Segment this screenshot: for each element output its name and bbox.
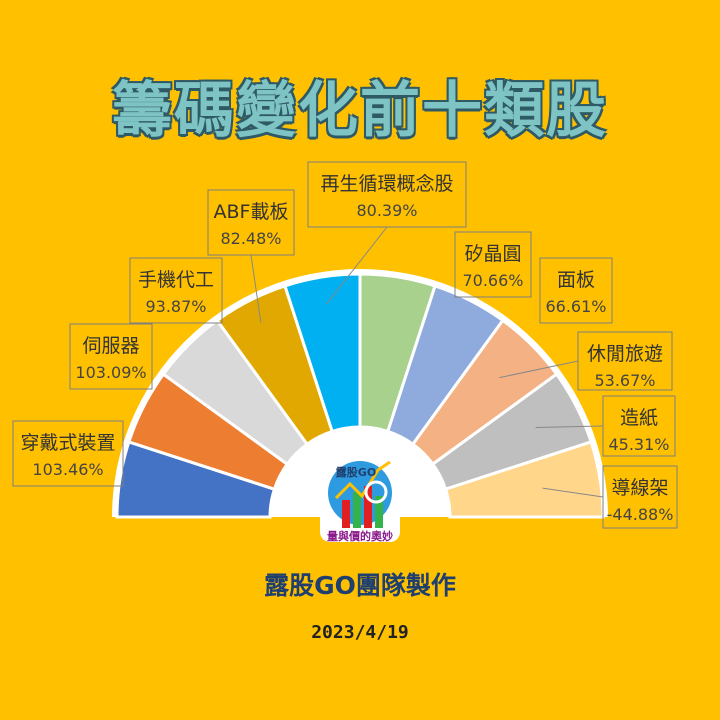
category-label: 穿戴式裝置 xyxy=(20,432,115,454)
logo-magnifier-icon xyxy=(364,480,388,504)
label-box-7 xyxy=(539,257,613,324)
logo-top-text: 露股GO xyxy=(336,466,376,479)
category-label: 面板 xyxy=(557,269,595,291)
value-label: 53.67% xyxy=(594,371,655,390)
value-label: 103.46% xyxy=(32,460,103,479)
category-label: 休閒旅遊 xyxy=(587,343,663,365)
label-box-4 xyxy=(207,189,295,256)
date-label: 2023/4/19 xyxy=(311,622,409,643)
category-label: 導線架 xyxy=(611,477,668,499)
category-label: 手機代工 xyxy=(138,269,214,291)
value-label: 82.48% xyxy=(220,229,281,248)
leader-line-9 xyxy=(535,425,604,429)
label-box-2 xyxy=(69,323,153,390)
chart-title: 籌碼變化前十類股 xyxy=(112,76,608,146)
label-box-1 xyxy=(12,420,124,487)
label-box-5 xyxy=(307,161,467,228)
logo-bar-4 xyxy=(375,496,383,528)
value-label: 93.87% xyxy=(145,297,206,316)
logo-trend-line xyxy=(334,460,391,500)
leader-line-8 xyxy=(499,360,579,379)
logo-bar-1 xyxy=(342,500,350,528)
category-label: 伺服器 xyxy=(82,335,139,357)
value-label: -44.88% xyxy=(607,505,674,524)
label-box-9 xyxy=(602,395,676,457)
category-label: 造紙 xyxy=(620,407,658,429)
leader-line-4 xyxy=(250,254,262,323)
logo-bar-3 xyxy=(364,486,372,528)
label-box-8 xyxy=(577,331,673,391)
team-credit: 露股GO團隊製作 xyxy=(264,571,456,600)
value-label: 45.31% xyxy=(608,435,669,454)
logo-bar-2 xyxy=(353,492,361,528)
value-label: 103.09% xyxy=(75,363,146,382)
leader-line-10 xyxy=(542,487,604,498)
value-label: 66.61% xyxy=(545,297,606,316)
value-label: 80.39% xyxy=(356,201,417,220)
category-label: 矽晶圓 xyxy=(464,243,521,265)
category-label: 再生循環概念股 xyxy=(320,172,453,195)
label-box-3 xyxy=(129,257,223,324)
label-box-6 xyxy=(454,231,532,298)
value-label: 70.66% xyxy=(462,271,523,290)
logo-bottom-text: 量與價的奧妙 xyxy=(327,529,393,543)
category-label: ABF載板 xyxy=(214,201,289,223)
label-box-10 xyxy=(602,465,678,529)
leader-line-5 xyxy=(325,226,388,305)
